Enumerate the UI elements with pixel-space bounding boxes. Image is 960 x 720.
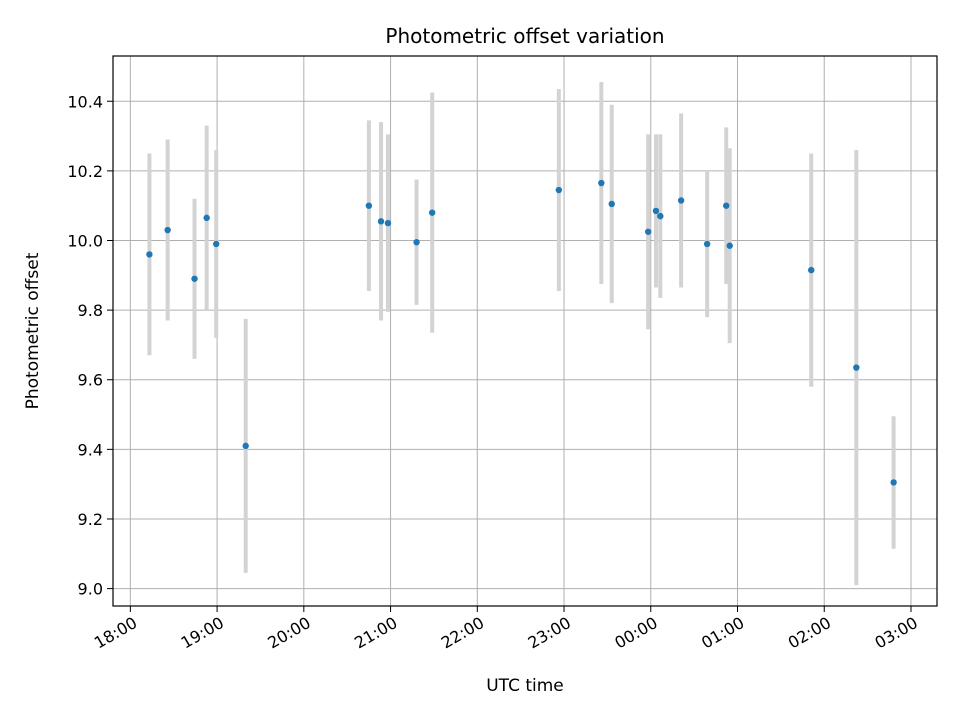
data-point <box>703 240 711 248</box>
data-point <box>365 202 373 209</box>
plot-frame <box>112 55 938 607</box>
data-point <box>644 228 652 235</box>
data-point <box>191 275 198 282</box>
data-point <box>726 242 733 249</box>
grid-lines <box>113 56 937 606</box>
data-point <box>808 266 815 274</box>
data-point <box>853 364 860 371</box>
data-point <box>890 479 897 486</box>
y-tick-label: 10.2 <box>67 162 103 181</box>
data-point <box>203 214 210 222</box>
y-tick-label: 9.8 <box>78 301 103 320</box>
y-tick-label: 9.0 <box>78 580 103 599</box>
chart-title: Photometric offset variation <box>385 24 664 48</box>
data-point <box>413 239 420 246</box>
data-points <box>146 179 897 486</box>
data-point <box>377 218 385 225</box>
data-point <box>598 179 605 187</box>
y-tick-label: 9.4 <box>78 440 103 459</box>
data-point <box>652 207 660 215</box>
data-point <box>428 209 436 216</box>
data-point <box>657 212 664 220</box>
data-point <box>213 240 220 248</box>
data-point <box>608 200 615 208</box>
plot-area <box>113 56 937 606</box>
data-point <box>384 219 392 227</box>
data-point <box>555 186 563 194</box>
data-point <box>164 226 171 234</box>
y-tick-label: 10.4 <box>67 92 103 111</box>
data-point <box>723 202 730 209</box>
data-point <box>146 251 153 258</box>
y-axis-ticks: 9.0 9.2 9.4 9.6 9.8 10.0 10.2 10.4 <box>67 92 113 599</box>
y-axis-label: Photometric offset <box>23 252 43 409</box>
y-tick-label: 9.2 <box>78 510 103 529</box>
y-tick-label: 9.6 <box>78 371 103 390</box>
data-point <box>242 442 249 450</box>
x-axis-label: UTC time <box>486 676 564 696</box>
data-point <box>677 197 685 204</box>
y-tick-label: 10.0 <box>67 231 103 250</box>
